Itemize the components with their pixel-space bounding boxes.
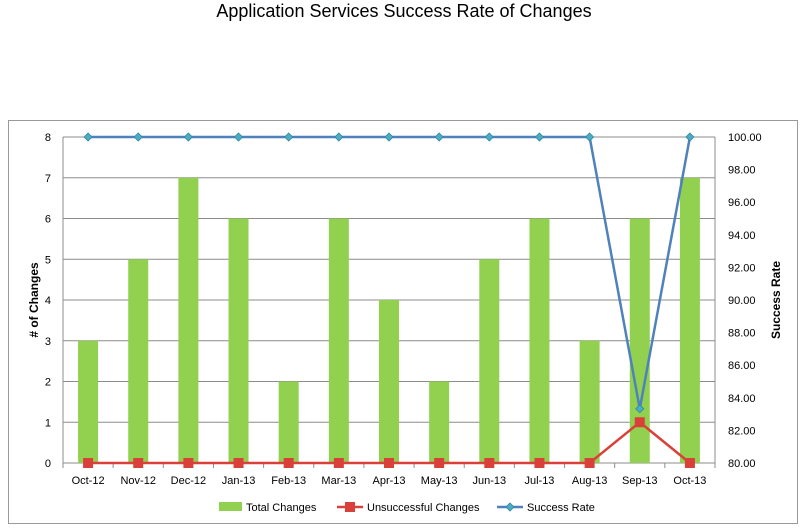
legend-label-unsuccessful-changes: Unsuccessful Changes bbox=[367, 502, 480, 514]
success-rate-marker bbox=[233, 132, 244, 142]
bar-total-changes bbox=[128, 259, 149, 463]
y-tick-label: 0 bbox=[45, 458, 51, 470]
chart-title: Application Services Success Rate of Cha… bbox=[216, 1, 592, 21]
x-tick-label: Dec-12 bbox=[171, 475, 206, 487]
y2-tick-label: 88.00 bbox=[728, 328, 756, 340]
x-tick-label: Oct-13 bbox=[673, 475, 706, 487]
unsuccessful-changes-marker bbox=[283, 458, 294, 468]
x-tick-label: Oct-12 bbox=[72, 475, 105, 487]
success-rate-marker bbox=[384, 132, 394, 142]
bar-total-changes bbox=[379, 300, 399, 463]
y2-tick-label: 80.00 bbox=[728, 458, 756, 470]
success-rate-marker bbox=[334, 132, 344, 142]
unsuccessful-changes-marker bbox=[634, 417, 645, 428]
x-tick-label: Feb-13 bbox=[271, 475, 306, 487]
x-tick-label: Nov-12 bbox=[120, 475, 155, 487]
legend-swatch-total-changes bbox=[219, 502, 242, 511]
bar-total-changes bbox=[228, 218, 249, 463]
bar-total-changes bbox=[429, 381, 450, 463]
bar-total-changes bbox=[629, 218, 650, 463]
y2-tick-label: 92.00 bbox=[728, 262, 756, 274]
legend-swatch-unsuccessful-marker bbox=[345, 502, 355, 512]
x-tick-label: Apr-13 bbox=[372, 475, 405, 487]
bar-total-changes bbox=[529, 218, 550, 463]
y2-axis-title: Success Rate bbox=[769, 261, 783, 339]
y-tick-label: 6 bbox=[45, 214, 51, 226]
bar-total-changes bbox=[278, 381, 299, 463]
y2-tick-label: 98.00 bbox=[728, 165, 756, 177]
y-axis-title: # of Changes bbox=[27, 262, 41, 338]
y-tick-label: 8 bbox=[45, 132, 51, 144]
bar-total-changes bbox=[579, 340, 600, 463]
legend-label-total-changes: Total Changes bbox=[246, 502, 317, 514]
unsuccessful-changes-marker bbox=[83, 458, 94, 468]
unsuccessful-changes-marker bbox=[584, 458, 595, 468]
y2-tick-label: 96.00 bbox=[728, 197, 756, 209]
y2-tick-label: 90.00 bbox=[728, 295, 756, 307]
x-tick-label: Aug-13 bbox=[572, 475, 607, 487]
y2-tick-label: 86.00 bbox=[728, 360, 756, 372]
success-rate-marker bbox=[434, 132, 444, 142]
success-rate-marker bbox=[635, 404, 645, 414]
unsuccessful-changes-marker bbox=[133, 458, 144, 468]
bar-total-changes bbox=[178, 177, 199, 463]
bar-total-changes bbox=[78, 340, 99, 463]
y2-tick-label: 82.00 bbox=[728, 425, 756, 437]
legend-label-success-rate: Success Rate bbox=[527, 502, 595, 514]
unsuccessful-changes-marker bbox=[333, 458, 344, 468]
x-tick-label: Jul-13 bbox=[524, 475, 554, 487]
x-tick-label: Jan-13 bbox=[222, 475, 256, 487]
unsuccessful-changes-marker bbox=[434, 458, 445, 468]
bar-total-changes bbox=[479, 259, 500, 463]
bar-total-changes bbox=[328, 218, 349, 463]
unsuccessful-changes-marker bbox=[233, 458, 244, 468]
success-rate-marker bbox=[183, 132, 193, 142]
x-tick-label: Jun-13 bbox=[472, 475, 506, 487]
unsuccessful-changes-marker bbox=[534, 458, 545, 468]
success-rate-marker bbox=[534, 132, 545, 142]
success-rate-marker bbox=[83, 132, 93, 142]
y2-tick-label: 94.00 bbox=[728, 230, 756, 242]
y-tick-label: 7 bbox=[45, 173, 51, 185]
unsuccessful-changes-marker bbox=[384, 458, 394, 468]
success-rate-marker bbox=[284, 132, 294, 142]
unsuccessful-changes-marker bbox=[183, 458, 194, 468]
x-tick-label: Sep-13 bbox=[622, 475, 657, 487]
y-tick-label: 1 bbox=[45, 417, 51, 429]
success-rate-marker bbox=[585, 132, 595, 142]
y-tick-label: 5 bbox=[45, 254, 51, 266]
bar-total-changes bbox=[679, 177, 700, 463]
unsuccessful-changes-marker bbox=[484, 458, 495, 468]
unsuccessful-changes-marker bbox=[684, 458, 695, 468]
legend-swatch-success-marker bbox=[505, 502, 515, 512]
y-tick-label: 3 bbox=[45, 336, 51, 348]
x-tick-label: May-13 bbox=[421, 475, 458, 487]
y-tick-label: 4 bbox=[45, 295, 51, 307]
success-rate-marker bbox=[685, 132, 695, 142]
success-rate-marker bbox=[133, 132, 143, 142]
x-tick-label: Mar-13 bbox=[321, 475, 356, 487]
y-tick-label: 2 bbox=[45, 377, 51, 389]
y2-tick-label: 100.00 bbox=[728, 132, 762, 144]
y2-tick-label: 84.00 bbox=[728, 393, 756, 405]
success-rate-marker bbox=[484, 132, 494, 142]
